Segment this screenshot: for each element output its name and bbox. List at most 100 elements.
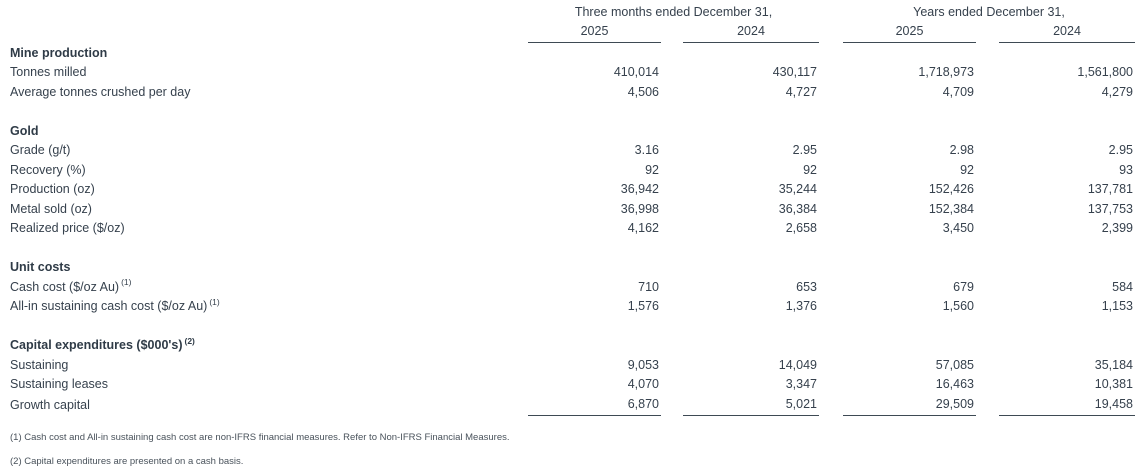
value-cell: 152,426: [928, 182, 974, 196]
value-cell: 92: [960, 162, 974, 177]
value-cell: 19,458: [999, 394, 1135, 416]
value-cell: 1,561,800: [1077, 65, 1133, 79]
section-spacer: [0, 239, 1135, 259]
row-label: Cash cost ($/oz Au) (1): [10, 277, 132, 294]
row-label: Tonnes milled: [10, 65, 87, 79]
value-cell: 3,450: [942, 221, 974, 235]
value-cell: 93: [1119, 162, 1133, 177]
value-cell: 137,753: [1087, 201, 1133, 216]
value-cell: 1,718,973: [918, 65, 974, 79]
column-header-years-2025: 2025: [843, 19, 976, 43]
footnote-ref-1: (1): [121, 277, 132, 288]
year-header-row: 2025 2024 2025 2024: [0, 19, 1135, 43]
value-cell: 137,781: [1087, 182, 1133, 196]
value-cell: 4,506: [627, 84, 659, 99]
value-cell: 35,184: [1094, 357, 1133, 372]
value-cell: 152,384: [928, 201, 974, 216]
value-cell: 4,709: [942, 84, 974, 99]
footnote-2: (2) Capital expenditures are presented o…: [10, 456, 244, 467]
row-label: Sustaining: [10, 357, 69, 372]
table-row: Sustaining 9,053 14,049 57,085 35,184: [0, 356, 1135, 376]
value-cell: 57,085: [935, 357, 974, 372]
row-label: Production (oz): [10, 182, 95, 196]
table-row: Tonnes milled 410,014 430,117 1,718,973 …: [0, 63, 1135, 83]
value-cell: 36,942: [620, 182, 659, 196]
row-label: Growth capital: [10, 398, 90, 412]
column-header-three-months-2025: 2025: [528, 19, 661, 43]
value-cell: 430,117: [772, 65, 817, 79]
value-cell: 1,153: [1101, 299, 1133, 313]
column-gap: [819, 19, 843, 42]
value-cell: 1,376: [785, 299, 817, 313]
value-cell: 2,658: [785, 221, 817, 235]
footnote-ref-2: (2): [184, 336, 195, 346]
value-cell: 92: [803, 162, 817, 177]
section-title: Mine production: [10, 45, 108, 60]
column-gap: [976, 19, 999, 42]
table-row: Grade (g/t) 3.16 2.95 2.98 2.95: [0, 141, 1135, 161]
section-title: Unit costs: [10, 260, 71, 274]
footnotes: (1) Cash cost and All-in sustaining cash…: [10, 432, 1135, 467]
table-row: Production (oz) 36,942 35,244 152,426 13…: [0, 180, 1135, 200]
value-cell: 36,998: [620, 201, 659, 216]
value-cell: 4,727: [785, 84, 817, 99]
section-title: Gold: [10, 123, 39, 138]
table-row: Metal sold (oz) 36,998 36,384 152,384 13…: [0, 200, 1135, 220]
row-label: Recovery (%): [10, 162, 86, 177]
corner-cell: [0, 19, 528, 42]
period-group-header-years: Years ended December 31,: [913, 5, 1065, 19]
section-spacer: [0, 102, 1135, 122]
row-label: Sustaining leases: [10, 377, 108, 391]
value-cell: 584: [1112, 279, 1133, 294]
value-cell: 1,576: [627, 299, 659, 313]
period-group-header-three-months: Three months ended December 31,: [574, 5, 773, 19]
row-label: Grade (g/t): [10, 143, 71, 157]
value-cell: 29,509: [843, 394, 976, 416]
value-cell: 16,463: [935, 377, 974, 391]
financial-operations-table: Three months ended December 31, Years en…: [0, 0, 1135, 416]
value-cell: 653: [796, 279, 817, 294]
value-cell: 92: [645, 162, 659, 177]
value-cell: 6,870: [528, 394, 661, 416]
section-header-gold: Gold: [0, 122, 1135, 142]
value-cell: 14,049: [778, 357, 817, 372]
value-cell: 1,560: [942, 299, 974, 313]
footnote-1: (1) Cash cost and All-in sustaining cash…: [10, 432, 510, 443]
row-label: All-in sustaining cash cost ($/oz Au) (1): [10, 297, 220, 313]
row-label: Metal sold (oz): [10, 201, 92, 216]
value-cell: 2.95: [792, 143, 817, 157]
column-gap: [819, 0, 843, 19]
value-cell: 2,399: [1101, 221, 1133, 235]
corner-cell: [0, 0, 528, 19]
section-header-capital-expenditures: Capital expenditures ($000's) (2): [0, 336, 1135, 356]
table-row: Recovery (%) 92 92 92 93: [0, 161, 1135, 181]
table-row: All-in sustaining cash cost ($/oz Au) (1)…: [0, 297, 1135, 317]
value-cell: 679: [953, 279, 974, 294]
section-spacer: [0, 317, 1135, 337]
value-cell: 4,279: [1101, 84, 1133, 99]
table-row: Sustaining leases 4,070 3,347 16,463 10,…: [0, 375, 1135, 395]
row-label: Average tonnes crushed per day: [10, 84, 191, 99]
column-gap: [661, 19, 683, 42]
section-header-unit-costs: Unit costs: [0, 258, 1135, 278]
value-cell: 2.95: [1108, 143, 1133, 157]
section-header-mine-production: Mine production: [0, 42, 1135, 63]
value-cell: 10,381: [1094, 377, 1133, 391]
value-cell: 710: [638, 279, 659, 294]
value-cell: 36,384: [778, 201, 817, 216]
column-header-three-months-2024: 2024: [683, 19, 819, 43]
column-header-years-2024: 2024: [999, 19, 1135, 43]
value-cell: 2.98: [949, 143, 974, 157]
footnote-ref-1: (1): [209, 297, 220, 307]
value-cell: 410,014: [613, 65, 659, 79]
table-row: Cash cost ($/oz Au) (1) 710 653 679 584: [0, 278, 1135, 298]
value-cell: 35,244: [778, 182, 817, 196]
value-cell: 4,162: [627, 221, 659, 235]
value-cell: 5,021: [683, 394, 819, 416]
value-cell: 4,070: [627, 377, 659, 391]
row-label: Realized price ($/oz): [10, 221, 125, 235]
table-row: Realized price ($/oz) 4,162 2,658 3,450 …: [0, 219, 1135, 239]
value-cell: 3.16: [634, 143, 659, 157]
period-group-header-row: Three months ended December 31, Years en…: [0, 0, 1135, 19]
table-row: Growth capital 6,870 5,021 29,509 19,458: [0, 394, 1135, 416]
